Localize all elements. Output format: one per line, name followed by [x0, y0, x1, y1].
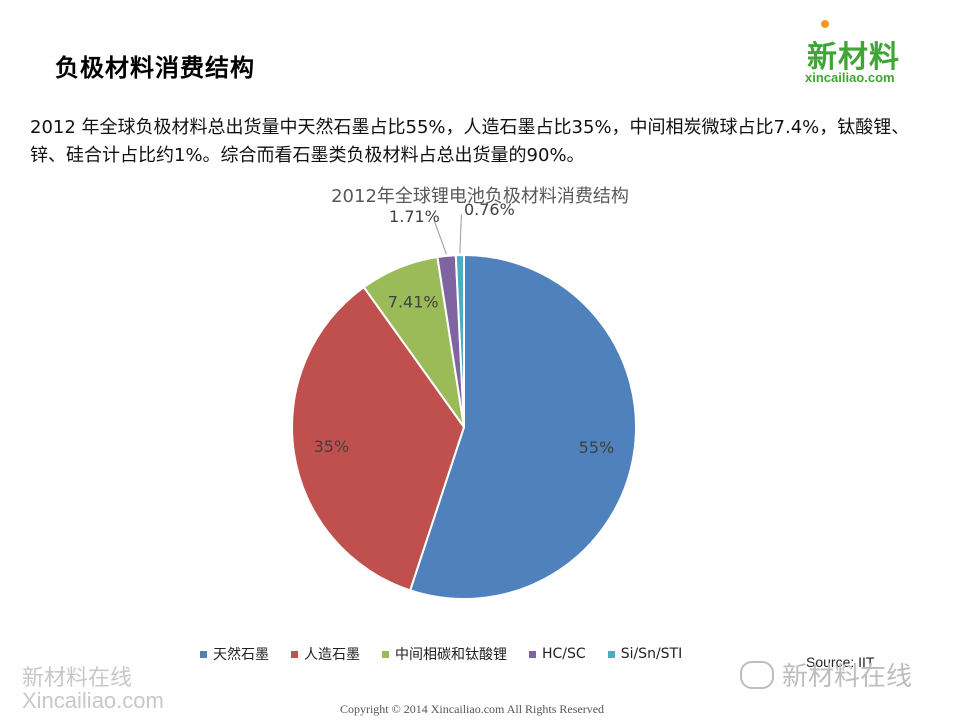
brand-logo: 新材料 xincailiao.com	[795, 18, 925, 90]
page-title: 负极材料消费结构	[55, 54, 255, 82]
legend-item-1: 人造石墨	[291, 644, 360, 664]
watermark-en: Xincailiao.com	[22, 688, 164, 713]
data-label-0: 55%	[579, 438, 615, 457]
logo-text-cn: 新材料	[807, 40, 900, 75]
source-note: Source: IIT	[806, 654, 875, 670]
legend-label: 天然石墨	[213, 647, 269, 663]
chart-title: 2012年全球锂电池负极材料消费结构	[331, 186, 629, 207]
legend-swatch	[529, 650, 536, 658]
copyright-footer: Copyright © 2014 Xincailiao.com All Righ…	[339, 702, 605, 716]
data-label-4: 0.76%	[464, 200, 515, 219]
legend-item-4: Si/Sn/STI	[607, 644, 683, 664]
legend-swatch	[607, 650, 615, 658]
pie-chart: 55% 35% 7.41% 1.71% 0.76%	[291, 200, 637, 600]
legend-label: 中间相碳和钛酸锂	[395, 647, 507, 663]
leader-line-4	[459, 214, 462, 254]
legend-label: Si/Sn/STI	[620, 646, 683, 662]
data-label-1: 35%	[314, 437, 350, 456]
watermark-right-text: 新材料在线	[782, 662, 913, 692]
legend-swatch	[200, 650, 207, 658]
legend-label: 人造石墨	[304, 647, 360, 663]
watermark-cn: 新材料在线	[22, 666, 133, 691]
legend-item-2: 中间相碳和钛酸锂	[382, 644, 507, 664]
chart-legend: 天然石墨 人造石墨 中间相碳和钛酸锂 HC/SC Si/Sn/STI	[200, 644, 682, 664]
data-label-2: 7.41%	[388, 292, 439, 311]
pie-slice-1	[291, 285, 466, 592]
watermark-right: 新材料在线	[740, 656, 912, 693]
wechat-icon	[740, 660, 774, 689]
legend-label: HC/SC	[542, 646, 586, 662]
data-label-3: 1.71%	[389, 207, 440, 226]
logo-text-en: xincailiao.com	[805, 70, 895, 85]
summary-text: 2012 年全球负极材料总出货量中天然石墨占比55%，人造石墨占比35%，中间相…	[30, 117, 910, 166]
legend-swatch	[382, 650, 389, 658]
leader-line-3	[433, 221, 447, 255]
pie-slice-4	[454, 253, 465, 428]
legend-item-0: 天然石墨	[200, 644, 269, 664]
pie-slice-0	[408, 253, 637, 600]
logo-dot-icon	[821, 20, 829, 28]
legend-item-3: HC/SC	[529, 644, 586, 664]
legend-swatch	[291, 650, 298, 658]
